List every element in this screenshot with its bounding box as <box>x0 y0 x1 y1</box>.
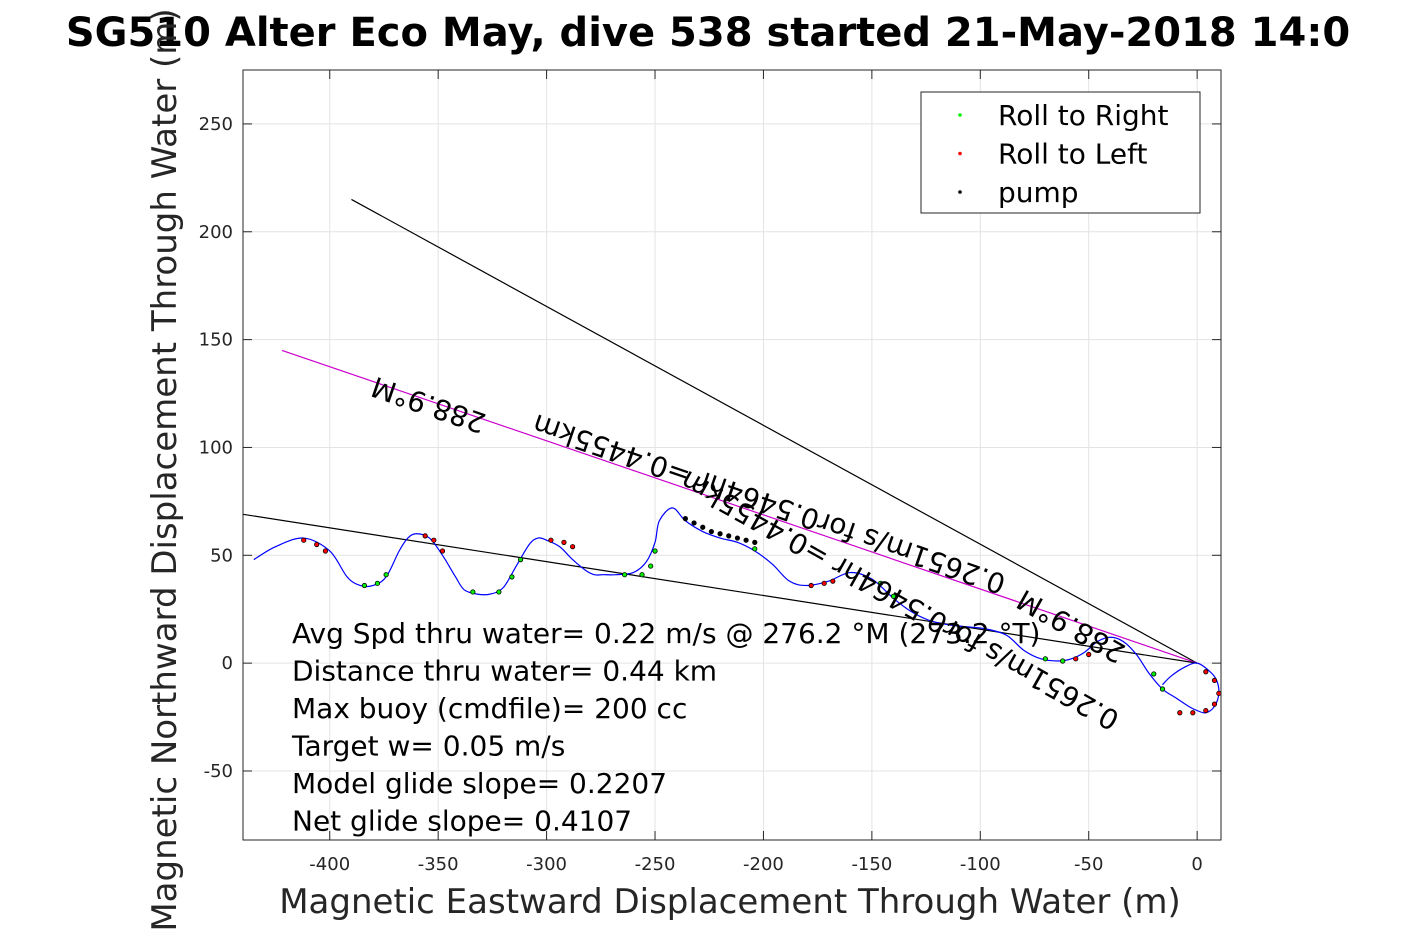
stats-line: Max buoy (cmdfile)= 200 cc <box>292 692 687 725</box>
markers <box>301 516 1221 716</box>
y-tick-label: 100 <box>199 437 233 458</box>
plot-frame <box>242 69 1222 841</box>
pump-point <box>743 537 749 543</box>
y-axis-label: Magnetic Northward Displacement Through … <box>145 8 185 931</box>
roll-right-point <box>509 574 515 580</box>
legend-box <box>920 91 1201 214</box>
reference-lines <box>243 198 1198 664</box>
roll-left-point <box>439 548 446 554</box>
x-tick-label: -250 <box>635 854 676 875</box>
x-tick-label: -350 <box>418 854 459 875</box>
roll-left-point <box>314 541 320 548</box>
roll-right-point <box>374 580 381 586</box>
roll-left-point <box>1190 710 1196 716</box>
x-tick-label: -300 <box>526 854 567 875</box>
pump-point <box>708 528 714 535</box>
roll-left-point <box>821 580 827 586</box>
roll-left-point <box>1203 669 1209 675</box>
ticks: -400 -350 -300 -250 -200 -150 -100 -50 0 -50 0 50 10… <box>199 70 1221 875</box>
pump-point <box>700 524 706 530</box>
legend-label: pump <box>998 176 1079 209</box>
chart-title: SG510 Alter Eco May, dive 538 started 21… <box>66 10 1350 56</box>
y-tick-label: 250 <box>199 114 233 135</box>
roll-left-point <box>301 537 307 543</box>
pump-point <box>726 533 732 539</box>
roll-right-point <box>361 582 368 589</box>
roll-right-point <box>877 580 884 586</box>
y-tick-label: 0 <box>222 653 233 674</box>
pump-point <box>717 531 723 537</box>
roll-left-point <box>1211 701 1218 707</box>
legend-label: Roll to Right <box>998 99 1169 132</box>
roll-right-point <box>1151 671 1157 677</box>
roll-left-point <box>1086 651 1092 658</box>
roll-left-point <box>570 544 576 550</box>
y-tick-label: 50 <box>210 545 233 566</box>
x-axis-label: Magnetic Eastward Displacement Through W… <box>279 882 1181 922</box>
x-tick-label: -50 <box>1074 854 1103 875</box>
pump-point <box>691 520 697 526</box>
roll-left-point <box>808 582 814 589</box>
pump-point <box>734 535 741 541</box>
stats-box: Avg Spd thru water= 0.22 m/s @ 276.2 °M … <box>291 617 1040 838</box>
stats-line: Model glide slope= 0.2207 <box>292 767 667 800</box>
legend-marker <box>958 151 962 156</box>
roll-left-point <box>431 537 437 543</box>
roll-left-point <box>322 548 329 554</box>
x-tick-label: -400 <box>309 854 350 875</box>
pump-point <box>752 539 758 545</box>
roll-right-point <box>1159 686 1166 692</box>
roll-left-point <box>561 539 567 545</box>
roll-left-point <box>1203 707 1209 714</box>
reference-line-track <box>281 349 1198 664</box>
roll-right-point <box>470 589 476 595</box>
roll-right-point <box>1042 656 1048 662</box>
roll-right-point <box>1060 658 1066 664</box>
roll-left-point <box>1211 677 1218 683</box>
roll-left-point <box>548 537 554 543</box>
stats-line: Net glide slope= 0.4107 <box>292 805 632 838</box>
x-tick-label: -200 <box>743 854 784 875</box>
roll-right-point <box>383 572 389 578</box>
roll-right-point <box>752 546 758 552</box>
roll-right-point <box>648 563 654 569</box>
roll-left-point <box>1216 690 1221 696</box>
roll-left-point <box>1073 656 1079 662</box>
roll-left-point <box>1177 710 1183 716</box>
roll-right-point <box>652 548 658 554</box>
roll-right-point <box>496 589 502 595</box>
y-tick-label: -50 <box>204 761 233 782</box>
reference-line-heading <box>351 198 1198 664</box>
roll-left-point <box>422 533 428 539</box>
reference-line-drift <box>243 513 1198 664</box>
stats-line: Distance thru water= 0.44 km <box>292 655 717 688</box>
y-tick-label: 200 <box>199 222 233 243</box>
stats-line: Target w= 0.05 m/s <box>291 730 565 763</box>
legend-marker <box>958 113 962 117</box>
legend: Roll to Right Roll to Left pump <box>920 91 1201 214</box>
y-tick-label: 150 <box>199 330 233 351</box>
x-tick-label: -100 <box>960 854 1001 875</box>
legend-label: Roll to Left <box>998 138 1147 171</box>
roll-right-point <box>890 593 897 599</box>
pump-point <box>682 516 688 522</box>
roll-right-point <box>639 572 645 578</box>
stats-line: Avg Spd thru water= 0.22 m/s @ 276.2 °M … <box>292 617 1040 650</box>
roll-left-point <box>830 578 836 584</box>
x-tick-label: -150 <box>851 854 892 875</box>
x-tick-label: 0 <box>1191 854 1202 875</box>
legend-marker <box>958 190 962 194</box>
roll-right-point <box>622 572 628 578</box>
roll-right-point <box>517 557 524 563</box>
